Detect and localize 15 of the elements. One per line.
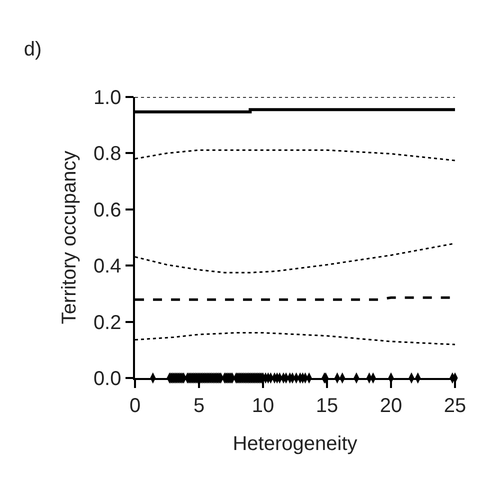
y-tick-label: 1.0 xyxy=(93,87,122,109)
y-tick-label: 0.8 xyxy=(93,143,122,166)
x-tick-label: 20 xyxy=(380,394,402,417)
y-tick-label: 0.4 xyxy=(93,256,122,278)
y-tick-label: 0.0 xyxy=(93,368,122,390)
x-tick-label: 5 xyxy=(193,394,205,417)
x-tick-label: 0 xyxy=(129,394,141,417)
chart-title: d) xyxy=(24,38,42,60)
y-tick-label: 0.2 xyxy=(93,312,122,334)
x-tick-label: 25 xyxy=(444,394,466,417)
x-axis-title: Heterogeneity xyxy=(232,432,358,455)
x-tick-label: 10 xyxy=(252,394,274,417)
x-tick-label: 15 xyxy=(316,394,338,417)
y-tick-label: 0.6 xyxy=(93,199,122,222)
y-axis-title: Territory occupancy xyxy=(58,150,80,324)
